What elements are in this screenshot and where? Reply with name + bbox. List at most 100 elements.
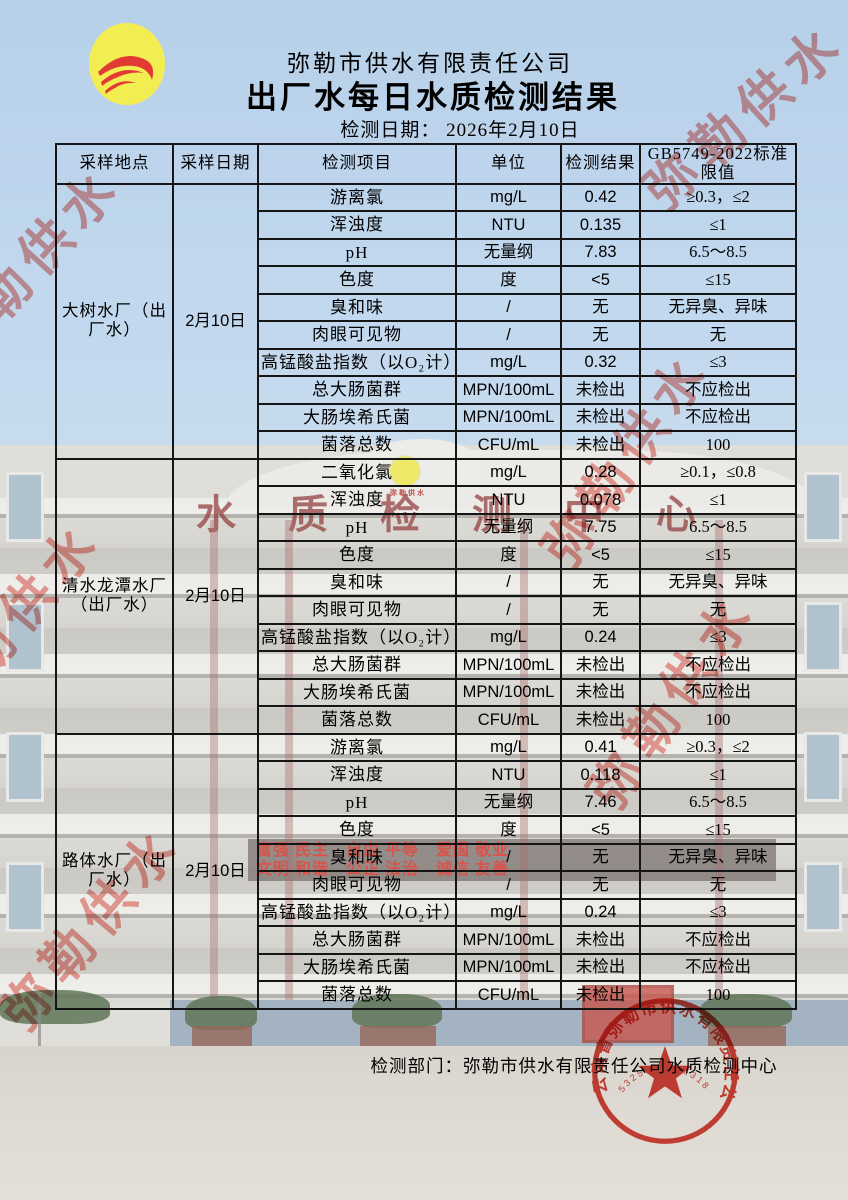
- table-row: pH 无量纲 7.75 6.5～8.5: [56, 512, 797, 543]
- cell-result: 0.28: [560, 457, 641, 488]
- cell-limit: 无异臭、异味: [639, 842, 797, 873]
- cell-unit: 无量纲: [455, 512, 562, 543]
- cell-item: 臭和味: [257, 567, 457, 598]
- company-name: 弥勒市供水有限责任公司: [287, 51, 573, 76]
- cell-unit: /: [455, 320, 562, 350]
- window: [804, 862, 842, 932]
- cell-result: 7.83: [560, 237, 641, 268]
- test-date-value: 2026年2月10日: [446, 120, 580, 141]
- cell-unit: 度: [455, 815, 562, 845]
- cell-result: 无: [560, 870, 641, 900]
- cell-item: 臭和味: [257, 292, 457, 323]
- cell-unit: mg/L: [455, 732, 562, 763]
- planter-box: [360, 1026, 436, 1048]
- cell-sample-date: 2月10日: [172, 457, 259, 735]
- test-date-line: 检测日期： 2026年2月10日: [0, 115, 848, 142]
- cell-result: 7.75: [560, 512, 641, 543]
- cell-item: 臭和味: [257, 842, 457, 873]
- cell-result: 未检出: [560, 952, 641, 983]
- cell-limit: 100: [639, 705, 797, 735]
- cell-item: 总大肠菌群: [257, 925, 457, 955]
- cell-unit: CFU/mL: [455, 430, 562, 460]
- cell-item: 总大肠菌群: [257, 650, 457, 680]
- results-table-container: 采样地点 采样日期 检测项目 单位 检测结果 GB5749-2022标准限值 大树水厂（出…: [55, 143, 797, 1010]
- cell-unit: mg/L: [455, 622, 562, 653]
- cell-limit: 不应检出: [639, 375, 797, 405]
- cell-item: 浑浊度: [257, 760, 457, 790]
- cell-result: 0.41: [560, 732, 641, 763]
- cell-item: 色度: [257, 540, 457, 570]
- table-header-row: 采样地点 采样日期 检测项目 单位 检测结果 GB5749-2022标准限值: [55, 143, 797, 185]
- cell-item: 高锰酸盐指数（以O₂计）: [257, 347, 457, 378]
- window: [6, 732, 44, 802]
- column-header: 检测结果: [560, 143, 641, 185]
- table-row: 菌落总数 CFU/mL 未检出 100: [56, 980, 797, 1010]
- window: [6, 862, 44, 932]
- cell-unit: /: [455, 567, 562, 598]
- cell-item: 高锰酸盐指数（以O₂计）: [257, 622, 457, 653]
- cell-result: 0.24: [560, 622, 641, 653]
- table-row: 臭和味 / 无无异臭、异味: [56, 292, 797, 323]
- cell-location: 清水龙潭水厂（出厂水）: [55, 457, 174, 735]
- cell-limit: ≤15: [639, 540, 797, 570]
- column-header: 采样日期: [172, 143, 259, 185]
- cell-limit: 不应检出: [639, 402, 797, 433]
- cell-unit: CFU/mL: [455, 705, 562, 735]
- cell-result: 未检出: [560, 677, 641, 708]
- cell-limit: ≥0.1，≤0.8: [639, 457, 797, 488]
- cell-result: <5: [560, 265, 641, 295]
- cell-unit: /: [455, 870, 562, 900]
- cell-item: 菌落总数: [257, 430, 457, 460]
- cell-unit: mg/L: [455, 457, 562, 488]
- cell-item: 菌落总数: [257, 980, 457, 1010]
- table-row: 色度度 <5 ≤15: [56, 815, 797, 845]
- cell-unit: 无量纲: [455, 237, 562, 268]
- table-row: 肉眼可见物 / 无无: [56, 595, 797, 625]
- cell-unit: mg/L: [455, 897, 562, 928]
- cell-sample-date: 2月10日: [172, 732, 259, 1010]
- cell-limit: ≤3: [639, 622, 797, 653]
- cell-item: pH: [257, 237, 457, 268]
- table-row: 大树水厂（出厂水） 2月10日 游离氯 mg/L 0.42 ≥0.3，≤2: [55, 182, 797, 460]
- cell-item: 肉眼可见物: [257, 870, 457, 900]
- cell-result: 未检出: [560, 925, 641, 955]
- cell-item: 高锰酸盐指数（以O₂计）: [257, 897, 457, 928]
- cell-unit: mg/L: [455, 182, 562, 213]
- cell-limit: 6.5～8.5: [639, 512, 797, 543]
- cell-result: 无: [560, 567, 641, 598]
- window: [6, 602, 44, 672]
- cell-result: <5: [560, 540, 641, 570]
- cell-result: 未检出: [560, 650, 641, 680]
- column-header: 检测项目: [257, 143, 457, 185]
- cell-result: 未检出: [560, 980, 641, 1010]
- cell-item: 游离氯: [257, 182, 457, 213]
- cell-limit: ≤15: [639, 265, 797, 295]
- window: [804, 472, 842, 542]
- column-header: 单位: [455, 143, 562, 185]
- cell-limit: ≤1: [639, 760, 797, 790]
- table-row: 清水龙潭水厂（出厂水） 2月10日 二氧化氯 mg/L 0.28 ≥0.1，≤0.8: [55, 457, 797, 735]
- table-row: 总大肠菌群 MPN/100mL 未检出 不应检出: [56, 925, 797, 955]
- cell-limit: 无异臭、异味: [639, 292, 797, 323]
- column-header: GB5749-2022标准限值: [639, 143, 797, 185]
- cell-unit: mg/L: [455, 347, 562, 378]
- table-row: 总大肠菌群 MPN/100mL 未检出 不应检出: [56, 650, 797, 680]
- stamp-star-icon: [637, 1045, 693, 1099]
- cell-item: 浑浊度: [257, 485, 457, 515]
- cell-sample-date: 2月10日: [172, 182, 259, 460]
- table-row: 肉眼可见物 / 无无: [56, 320, 797, 350]
- cell-limit: ≤1: [639, 210, 797, 240]
- cell-unit: MPN/100mL: [455, 375, 562, 405]
- cell-item: 二氧化氯: [257, 457, 457, 488]
- cell-item: pH: [257, 512, 457, 543]
- cell-limit: 100: [639, 980, 797, 1010]
- table-row: 肉眼可见物 / 无无: [56, 870, 797, 900]
- table-row: 菌落总数 CFU/mL 未检出 100: [56, 705, 797, 735]
- planter-box: [192, 1026, 252, 1048]
- column-header: 采样地点: [55, 143, 174, 185]
- report-title: 出厂水每日水质检测结果: [246, 80, 620, 115]
- cell-unit: 度: [455, 540, 562, 570]
- cell-item: 总大肠菌群: [257, 375, 457, 405]
- cell-limit: 不应检出: [639, 925, 797, 955]
- cell-limit: 100: [639, 430, 797, 460]
